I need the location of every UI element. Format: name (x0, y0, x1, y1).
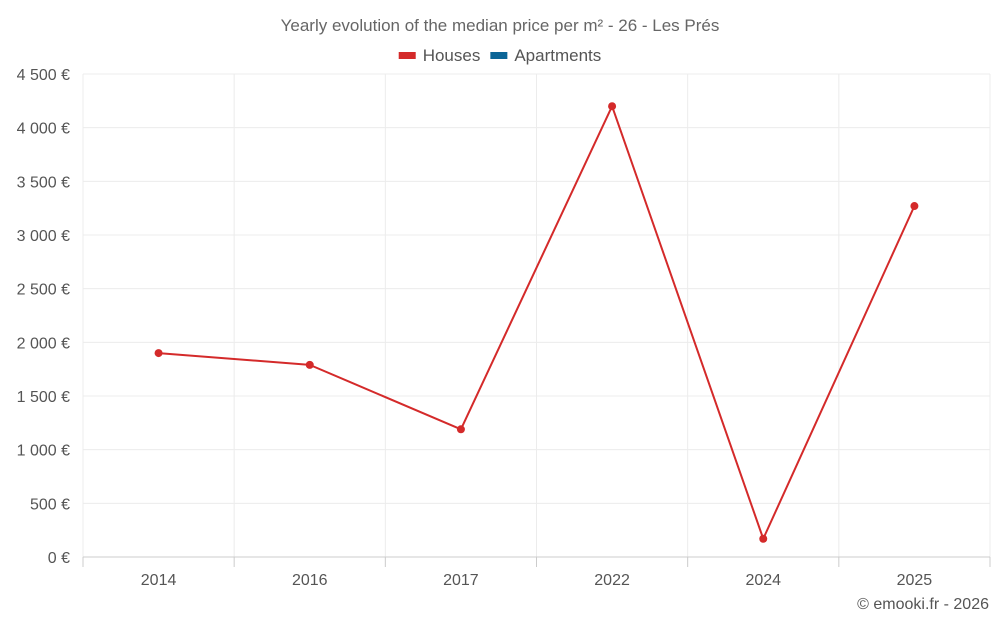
x-tick-label: 2024 (745, 572, 781, 589)
x-tick-label: 2022 (594, 572, 630, 589)
data-point-houses (759, 534, 768, 543)
x-axis: 2014 2016 2017 2022 2024 2025 (82, 556, 991, 589)
y-tick-label: 1 500 € (17, 389, 70, 406)
legend-swatch-apartments (490, 52, 508, 59)
y-axis: 0 € 500 € 1 000 € 1 500 € 2 000 € 2 500 € 3 00… (17, 67, 70, 567)
y-tick-label: 3 500 € (17, 174, 70, 191)
y-tick-label: 0 € (48, 550, 70, 567)
x-tick-label: 2025 (897, 572, 933, 589)
data-point-houses (910, 202, 919, 211)
chart-title: Yearly evolution of the median price per… (281, 16, 720, 35)
y-tick-label: 3 000 € (17, 228, 70, 245)
y-tick-label: 1 000 € (17, 443, 70, 460)
series-layer (154, 102, 919, 543)
grid-lines (82, 73, 991, 557)
legend: Houses Apartments (398, 46, 601, 65)
x-tick-label: 2017 (443, 572, 479, 589)
x-tick-label: 2016 (292, 572, 328, 589)
y-tick-label: 4 000 € (17, 121, 70, 138)
legend-label-houses: Houses (423, 46, 481, 65)
series-line-houses (158, 105, 916, 540)
y-tick-label: 2 000 € (17, 335, 70, 352)
data-point-houses (456, 425, 465, 434)
x-tick-label: 2014 (141, 572, 177, 589)
data-point-houses (305, 360, 314, 369)
legend-swatch-houses (398, 52, 416, 59)
data-point-houses (154, 349, 163, 358)
y-tick-label: 500 € (30, 496, 70, 513)
legend-label-apartments: Apartments (514, 46, 601, 65)
y-tick-label: 4 500 € (17, 67, 70, 84)
credit-text: © emooki.fr - 2026 (857, 596, 989, 613)
data-point-houses (608, 102, 617, 111)
y-tick-label: 2 500 € (17, 282, 70, 299)
